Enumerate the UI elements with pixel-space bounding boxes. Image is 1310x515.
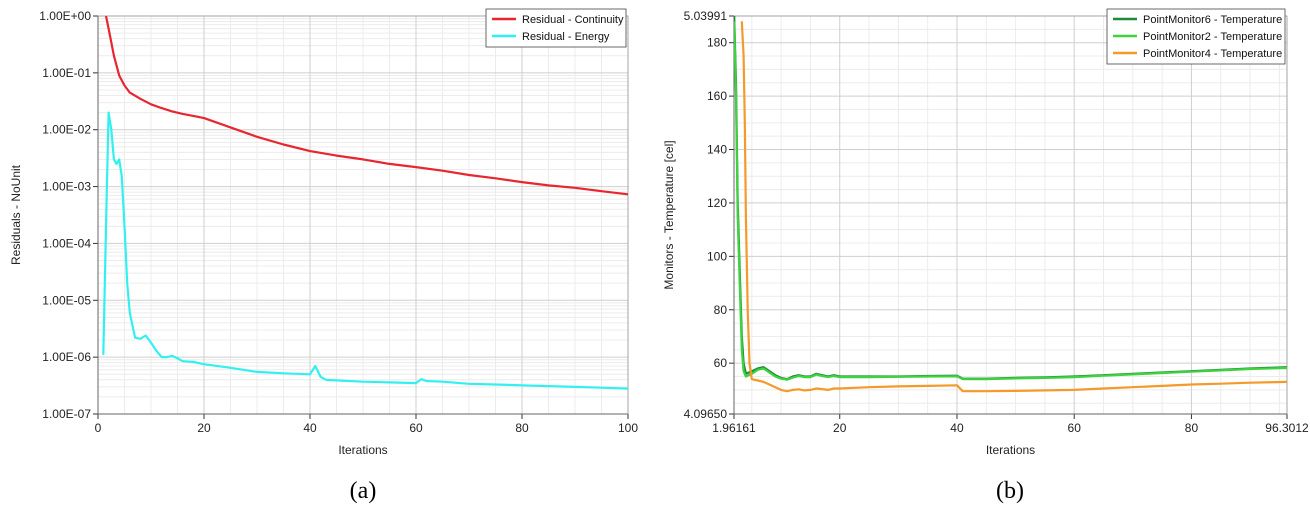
chart-panel-1: 1.00E-07 1.00E-06 1.00E-05 1.00E-04 1.00E-03…: [9, 8, 638, 504]
figure-caption: (a): [350, 478, 377, 504]
series-line-1: [104, 16, 628, 196]
y-tick-label: 140: [707, 143, 727, 157]
plot-frame: [97, 15, 629, 415]
y-axis-label: Residuals - NoUnit: [9, 164, 23, 265]
y-tick-label: 160: [707, 89, 727, 103]
series-line-3: [740, 21, 1287, 393]
x-tick-label: 100: [618, 421, 638, 435]
y-tick-label: 1.00E-07: [42, 407, 91, 421]
y-tick-label: 1.00E-04: [42, 236, 91, 250]
y-tick-label: 1.00E-06: [42, 350, 91, 364]
y-tick-label: 1.00E+00: [39, 9, 91, 23]
y-tick-label: 100: [707, 249, 727, 263]
x-tick-label: 60: [1068, 421, 1082, 435]
x-axis-label: Iterations: [338, 443, 387, 457]
x-tick-label: 60: [409, 421, 423, 435]
x-tick-label: 96.3012: [1265, 421, 1309, 435]
x-tick-label: 0: [95, 421, 102, 435]
chart-panel-2: 4.09650 60 80 100 120 140 160 180 5.03991 1.96161…: [662, 8, 1309, 504]
x-tick-label: 40: [950, 421, 964, 435]
x-tick-label: 40: [303, 421, 317, 435]
legend-entry: Residual - Energy: [522, 31, 610, 43]
x-tick-label: 1.96161: [712, 421, 756, 435]
legend-entry: PointMonitor2 - Temperature: [1143, 31, 1282, 43]
x-tick-label: 20: [833, 421, 847, 435]
legend-box: [485, 8, 627, 48]
y-tick-label: 1.00E-05: [42, 293, 91, 307]
x-axis-label: Iterations: [986, 443, 1035, 457]
legend-entry: Residual - Continuity: [522, 14, 624, 26]
y-tick-label: 1.00E-02: [42, 123, 91, 137]
y-tick-label: 1.00E-01: [42, 66, 91, 80]
series-line-2: [102, 111, 628, 390]
series-line-2: [734, 21, 1287, 381]
legend-entry: PointMonitor6 - Temperature: [1143, 14, 1282, 26]
x-tick-label: 80: [1185, 421, 1199, 435]
legend-entry: PointMonitor4 - Temperature: [1143, 48, 1282, 60]
y-tick-label: 180: [707, 36, 727, 50]
plot-area: [734, 16, 1287, 414]
plot-frame: [733, 15, 1288, 415]
y-tick-label: 5.03991: [684, 9, 728, 23]
figure-caption: (b): [996, 478, 1024, 504]
y-axis-label: Monitors - Temperature [cel]: [662, 140, 676, 289]
x-tick-label: 80: [515, 421, 529, 435]
y-tick-label: 60: [714, 356, 728, 370]
x-tick-label: 20: [197, 421, 211, 435]
y-tick-label: 4.09650: [684, 407, 728, 421]
y-tick-label: 1.00E-03: [42, 180, 91, 194]
y-tick-label: 80: [714, 303, 728, 317]
y-tick-label: 120: [707, 196, 727, 210]
